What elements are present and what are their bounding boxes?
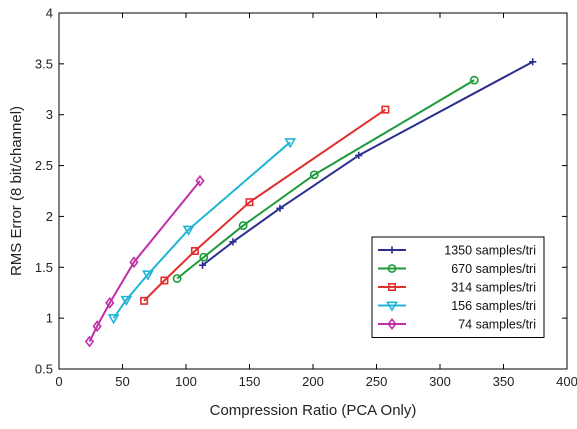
y-tick-label: 3 bbox=[46, 107, 53, 122]
x-tick-label: 300 bbox=[429, 374, 451, 389]
x-tick-label: 200 bbox=[302, 374, 324, 389]
data-point bbox=[84, 335, 95, 348]
x-tick-label: 150 bbox=[239, 374, 261, 389]
legend-marker bbox=[386, 301, 398, 312]
x-tick-label: 50 bbox=[115, 374, 129, 389]
y-tick-label: 1 bbox=[46, 311, 53, 326]
legend-entry: 74 samples/tri bbox=[378, 318, 536, 332]
data-point bbox=[129, 256, 139, 269]
x-tick-label: 250 bbox=[366, 374, 388, 389]
y-tick-label: 2 bbox=[46, 209, 53, 224]
legend-marker bbox=[388, 246, 396, 254]
data-point bbox=[92, 320, 102, 333]
data-point bbox=[199, 252, 209, 262]
legend-entry: 314 samples/tri bbox=[378, 281, 536, 295]
series-group bbox=[198, 58, 537, 269]
data-point bbox=[107, 314, 120, 325]
data-point bbox=[105, 296, 115, 309]
data-point bbox=[182, 225, 195, 236]
legend-entry: 156 samples/tri bbox=[378, 299, 536, 313]
legend-label: 314 samples/tri bbox=[451, 281, 536, 295]
y-tick-label: 3.5 bbox=[35, 56, 53, 71]
legend-marker bbox=[387, 264, 397, 273]
series-line bbox=[176, 79, 475, 280]
data-point bbox=[195, 174, 205, 187]
series-group bbox=[140, 105, 390, 305]
data-point bbox=[172, 274, 182, 283]
x-tick-label: 350 bbox=[493, 374, 515, 389]
data-point bbox=[190, 247, 199, 256]
legend-marker bbox=[387, 318, 397, 330]
series-line bbox=[112, 141, 291, 319]
x-axis-title: Compression Ratio (PCA Only) bbox=[210, 402, 417, 419]
y-axis-title: RMS Error (8 bit/channel) bbox=[8, 106, 25, 276]
data-point bbox=[529, 58, 537, 66]
series-line bbox=[88, 180, 201, 342]
data-point bbox=[381, 105, 390, 114]
data-point bbox=[140, 296, 149, 305]
legend-label: 1350 samples/tri bbox=[444, 244, 536, 258]
x-tick-label: 100 bbox=[175, 374, 197, 389]
series-group bbox=[84, 174, 205, 348]
x-tick-label: 0 bbox=[55, 374, 62, 389]
data-point bbox=[355, 151, 363, 159]
legend-entry: 670 samples/tri bbox=[378, 262, 536, 276]
data-point bbox=[142, 270, 154, 281]
series-layer bbox=[84, 58, 537, 348]
data-point bbox=[309, 170, 319, 180]
data-point bbox=[238, 221, 248, 230]
legend-label: 156 samples/tri bbox=[451, 299, 536, 313]
legend-label: 74 samples/tri bbox=[458, 318, 536, 332]
data-point bbox=[229, 238, 237, 246]
y-tick-label: 2.5 bbox=[35, 158, 53, 173]
axes-layer: 0 50 100 150 200 250 300 350 400 0.5 1 1.5 2 2.5 3 3.5 4 bbox=[35, 6, 577, 390]
legend: 1350 samples/tri 670 samples/tri 314 sampl… bbox=[371, 236, 545, 338]
data-point bbox=[198, 261, 207, 269]
series-group bbox=[107, 138, 297, 325]
series-line bbox=[143, 108, 386, 302]
x-tick-label: 400 bbox=[556, 374, 577, 389]
legend-entry: 1350 samples/tri bbox=[378, 244, 536, 258]
legend-marker bbox=[387, 282, 396, 291]
data-point bbox=[160, 276, 169, 285]
data-point bbox=[120, 295, 133, 307]
legend-label: 670 samples/tri bbox=[451, 262, 536, 276]
y-tick-label: 1.5 bbox=[35, 260, 53, 275]
data-point bbox=[469, 75, 479, 85]
series-group bbox=[172, 75, 479, 283]
data-point bbox=[284, 138, 297, 149]
y-tick-label: 4 bbox=[46, 6, 53, 21]
data-point bbox=[276, 204, 284, 212]
data-point bbox=[245, 198, 254, 207]
y-tick-label: 0.5 bbox=[35, 362, 53, 377]
